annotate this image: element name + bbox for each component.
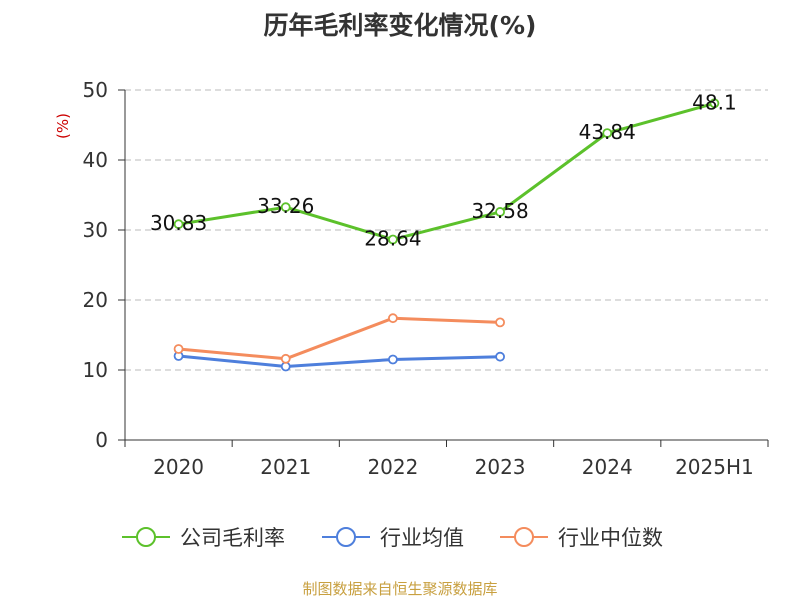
series-layer [173, 98, 720, 372]
legend-item[interactable]: 公司毛利率 [122, 526, 285, 550]
y-axis-label: (%) [54, 113, 72, 139]
data-point[interactable] [495, 317, 505, 328]
series-line-industry-median [178, 316, 501, 361]
data-label: 32.58 [471, 199, 528, 223]
x-tick-label: 2020 [153, 455, 204, 479]
chart-title: 历年毛利率变化情况(%) [263, 11, 537, 40]
data-label: 33.26 [257, 194, 314, 218]
source-note: 制图数据来自恒生聚源数据库 [302, 580, 498, 598]
data-point[interactable] [173, 344, 184, 354]
x-tick-label: 2023 [475, 455, 526, 479]
y-tick-label: 10 [83, 358, 108, 382]
data-point[interactable] [280, 361, 291, 372]
y-tick-label: 0 [95, 428, 108, 452]
data-label: 30.83 [150, 211, 207, 235]
data-label: 43.84 [579, 120, 636, 144]
x-tick-label: 2021 [260, 455, 311, 479]
data-point[interactable] [388, 234, 398, 245]
legend-label: 行业中位数 [558, 526, 663, 550]
x-tick-label: 2022 [367, 455, 418, 479]
data-point[interactable] [280, 202, 291, 213]
data-point[interactable] [388, 313, 398, 324]
legend[interactable]: 公司毛利率 行业均值 行业中位数 [122, 526, 663, 550]
series-line-company [178, 101, 715, 242]
data-point[interactable] [602, 128, 613, 139]
data-point[interactable] [280, 353, 291, 364]
data-labels: 30.83 33.26 28.64 32.58 43.84 48.1 [150, 90, 737, 250]
x-tick-label: 2024 [582, 455, 633, 479]
data-point[interactable] [495, 207, 505, 217]
legend-marker [136, 527, 156, 547]
data-point[interactable] [173, 219, 184, 230]
grid-lines [125, 89, 768, 371]
legend-item[interactable]: 行业中位数 [500, 526, 663, 550]
y-tick-label: 30 [83, 218, 108, 242]
axes: 0 10 20 30 40 50 2020 2021 2022 2023 2024 2025H1 [83, 78, 769, 479]
x-tick-label: 2025H1 [675, 455, 754, 479]
legend-label: 行业均值 [380, 526, 464, 550]
legend-item[interactable]: 行业均值 [322, 526, 464, 550]
data-label: 48.1 [692, 90, 737, 114]
legend-marker [514, 527, 534, 547]
data-point[interactable] [388, 354, 398, 365]
y-tick-label: 20 [83, 288, 108, 312]
y-tick-label: 40 [83, 148, 108, 172]
y-tick-label: 50 [83, 78, 108, 102]
data-label: 28.64 [364, 227, 421, 251]
data-point[interactable] [495, 351, 505, 362]
legend-label: 公司毛利率 [180, 526, 285, 550]
series-line-industry-avg [178, 354, 501, 368]
legend-marker [336, 527, 356, 547]
data-point[interactable] [709, 98, 720, 109]
